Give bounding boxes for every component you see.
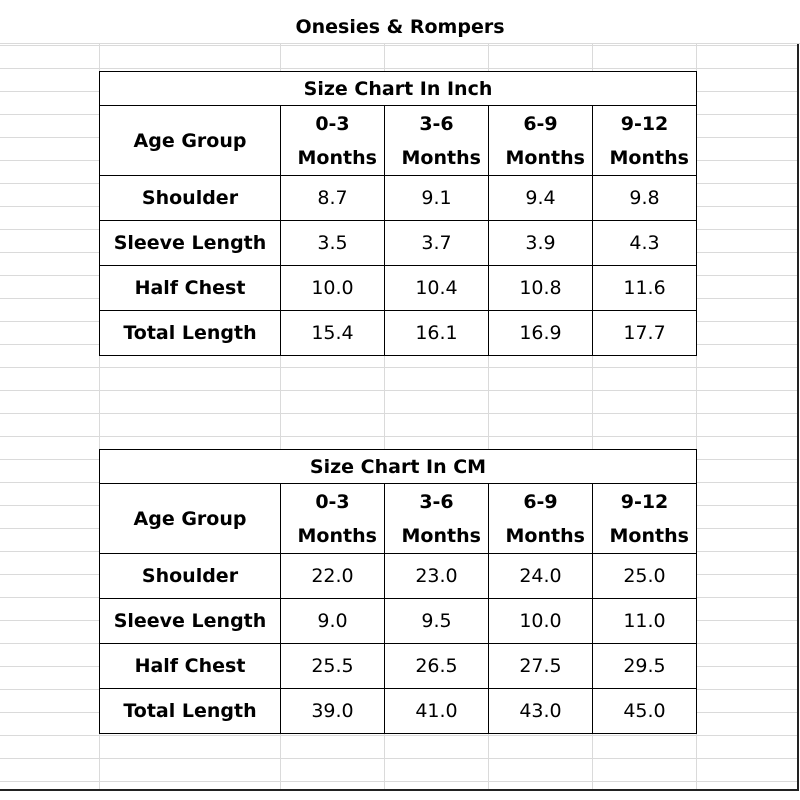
header-cell: 3-6 Months [384, 105, 489, 176]
cell: 3.7 [384, 220, 489, 266]
sheet-title: Onesies & Rompers [0, 0, 800, 44]
cell: 22.0 [280, 553, 385, 599]
header-row: Age Group 0-3 Months 3-6 Months 6-9 Months 9… [99, 483, 697, 554]
cell: 11.6 [591, 265, 698, 311]
header-text: 3-6 Months [401, 490, 481, 547]
header-cell: 0-3 Months [280, 483, 385, 554]
cell: 23.0 [384, 553, 489, 599]
header-text: 9-12 Months [609, 490, 689, 547]
data-row: Half Chest 10.0 10.4 10.8 11.6 [99, 265, 698, 311]
cell: 39.0 [280, 688, 385, 734]
cell: 3.5 [280, 220, 385, 266]
header-cell: 3-6 Months [384, 483, 489, 554]
cell: 9.1 [384, 175, 489, 221]
header-cell: 6-9 Months [488, 105, 593, 176]
table-title: Size Chart In Inch [98, 71, 698, 106]
data-row: Shoulder 8.7 9.1 9.4 9.8 [99, 175, 698, 221]
cell: 10.8 [488, 265, 593, 311]
row-label: Half Chest [99, 643, 281, 689]
header-cell: 6-9 Months [488, 483, 593, 554]
header-text: 6-9 Months [505, 112, 585, 169]
cell: 9.5 [384, 598, 489, 644]
cell: 45.0 [592, 688, 697, 734]
data-row: Total Length 15.4 16.1 16.9 17.7 [99, 310, 698, 356]
cell: 10.4 [384, 265, 489, 311]
grid-line [280, 43, 281, 789]
cell: 8.7 [280, 175, 385, 221]
cell: 26.5 [384, 643, 489, 689]
header-cell: Age Group [99, 483, 281, 554]
cell: 25.0 [592, 553, 697, 599]
cell: 10.0 [280, 265, 385, 311]
row-label: Shoulder [99, 175, 281, 221]
header-cell: Age Group [99, 105, 281, 176]
data-row: Half Chest 25.5 26.5 27.5 29.5 [99, 643, 697, 689]
row-label: Sleeve Length [99, 598, 281, 644]
header-text: 3-6 Months [401, 112, 481, 169]
size-table: Size Chart In CM Age Group 0-3 Months 3-6 M… [99, 449, 697, 734]
data-row: Shoulder 22.0 23.0 24.0 25.0 [99, 553, 697, 599]
cell: 16.1 [384, 310, 489, 356]
row-label: Shoulder [99, 553, 281, 599]
cell: 11.0 [592, 598, 697, 644]
grid-line [384, 43, 385, 789]
header-text: 6-9 Months [505, 490, 585, 547]
grid-line [592, 43, 593, 789]
header-row: Age Group 0-3 Months 3-6 Months 6-9 Months 9… [99, 105, 698, 176]
cell: 15.4 [280, 310, 385, 356]
header-text: 0-3 Months [297, 112, 377, 169]
header-text: 9-12 Months [609, 112, 689, 169]
header-cell: 9-12 Months [591, 105, 698, 176]
cell: 29.5 [592, 643, 697, 689]
header-cell: 0-3 Months [280, 105, 385, 176]
cell: 43.0 [488, 688, 593, 734]
cell: 9.4 [488, 175, 593, 221]
table-title: Size Chart In CM [99, 449, 697, 484]
title-row: Size Chart In CM [99, 449, 697, 484]
cell: 10.0 [488, 598, 593, 644]
data-row: Sleeve Length 9.0 9.5 10.0 11.0 [99, 598, 697, 644]
cell: 16.9 [488, 310, 593, 356]
cell: 4.3 [591, 220, 698, 266]
cell: 24.0 [488, 553, 593, 599]
cell: 3.9 [488, 220, 593, 266]
row-label: Sleeve Length [99, 220, 281, 266]
cell: 41.0 [384, 688, 489, 734]
cell: 25.5 [280, 643, 385, 689]
cell: 9.0 [280, 598, 385, 644]
data-row: Total Length 39.0 41.0 43.0 45.0 [99, 688, 697, 734]
size-table: Size Chart In Inch Age Group 0-3 Months 3-6… [98, 71, 698, 356]
row-label: Half Chest [99, 265, 281, 311]
row-label: Total Length [99, 688, 281, 734]
header-text: 0-3 Months [297, 490, 377, 547]
cell: 9.8 [591, 175, 698, 221]
grid-line [696, 43, 697, 789]
grid-line [488, 43, 489, 789]
grid-line [99, 43, 100, 789]
title-row: Size Chart In Inch [98, 71, 698, 106]
header-cell: 9-12 Months [592, 483, 697, 554]
data-row: Sleeve Length 3.5 3.7 3.9 4.3 [99, 220, 698, 266]
cell: 27.5 [488, 643, 593, 689]
row-label: Total Length [99, 310, 281, 356]
cell: 17.7 [591, 310, 698, 356]
